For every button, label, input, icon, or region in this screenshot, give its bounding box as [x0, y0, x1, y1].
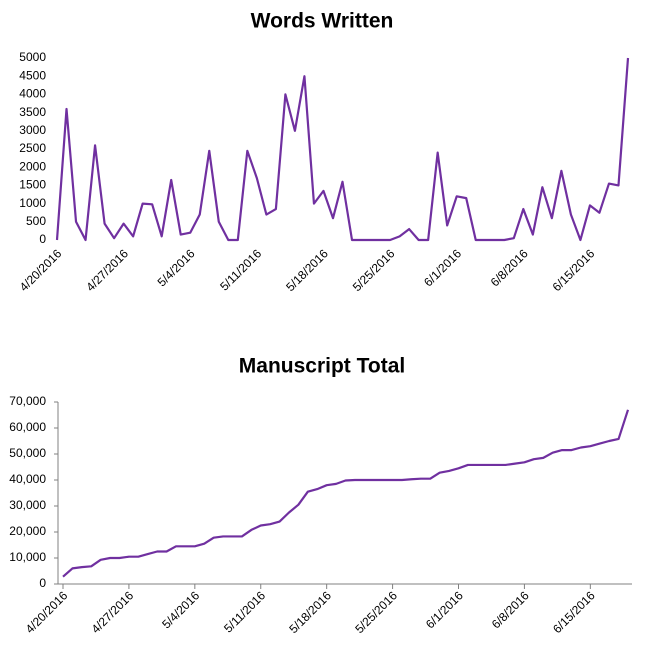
y-tick-label: 1500: [19, 178, 46, 192]
x-tick-label: 5/11/2016: [217, 246, 264, 293]
x-tick-label: 4/20/2016: [23, 588, 71, 636]
x-tick-label: 5/4/2016: [159, 588, 202, 631]
y-tick-label: 2500: [19, 141, 46, 155]
y-tick-label: 10,000: [9, 550, 46, 564]
y-tick-label: 500: [26, 214, 46, 228]
x-tick-label: 4/27/2016: [89, 588, 137, 636]
x-tick-label: 6/15/2016: [550, 588, 598, 636]
x-tick-label: 6/8/2016: [489, 588, 532, 631]
line: [62, 409, 630, 578]
x-tick-label: 6/15/2016: [550, 246, 598, 294]
y-tick-label: 50,000: [9, 446, 46, 460]
y-tick-label: 5000: [19, 50, 46, 64]
y-tick-label: 0: [39, 232, 46, 246]
y-tick-label: 0: [39, 576, 46, 590]
x-tick-label: 4/20/2016: [17, 246, 65, 294]
x-tick-label: 6/1/2016: [423, 588, 466, 631]
y-tick-label: 4000: [19, 87, 46, 101]
x-tick-label: 4/27/2016: [83, 246, 131, 294]
chart-title: Words Written: [251, 10, 394, 33]
x-tick-label: 5/25/2016: [350, 246, 398, 294]
x-tick-label: 6/1/2016: [421, 246, 464, 289]
line: [55, 57, 630, 242]
y-tick-label: 3500: [19, 105, 46, 119]
x-tick-label: 5/18/2016: [286, 588, 334, 636]
y-tick-label: 3000: [19, 123, 46, 137]
y-tick-label: 4500: [19, 68, 46, 82]
y-tick-label: 2000: [19, 159, 46, 173]
x-tick-label: 5/25/2016: [352, 588, 400, 636]
y-tick-label: 30,000: [9, 498, 46, 512]
y-tick-label: 60,000: [9, 420, 46, 434]
x-tick-label: 5/18/2016: [283, 246, 331, 294]
chart-title: Manuscript Total: [239, 355, 405, 378]
y-tick-label: 40,000: [9, 472, 46, 486]
y-tick-label: 70,000: [9, 394, 46, 408]
x-tick-label: 5/11/2016: [221, 588, 268, 635]
y-tick-label: 20,000: [9, 524, 46, 538]
x-tick-label: 5/4/2016: [155, 246, 198, 289]
x-tick-label: 6/8/2016: [488, 246, 531, 289]
y-tick-label: 1000: [19, 196, 46, 210]
